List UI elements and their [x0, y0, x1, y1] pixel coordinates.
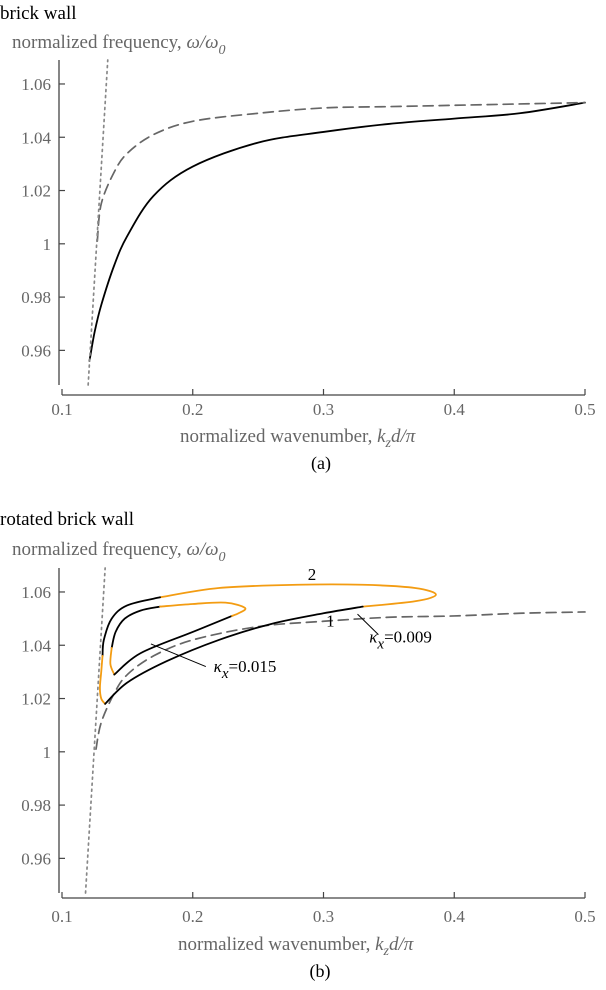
- panel-a-ticks: 0.1 0.2 0.3 0.4 0.5 0.96 0.98 1 1.02 1.04 1.06: [21, 75, 595, 419]
- annotation-label: 1: [326, 612, 335, 631]
- series-solid-6: [110, 605, 161, 649]
- series-dotted-2: [87, 59, 109, 386]
- y-tick-label: 1.06: [21, 75, 51, 94]
- annotation-leader-line: [150, 643, 207, 668]
- y-tick-label: 0.98: [21, 796, 51, 815]
- series-solid-0: [88, 101, 586, 362]
- series-solid-7: [109, 647, 116, 676]
- panel-b-series: [84, 567, 586, 894]
- annotation-leader-line: [357, 613, 379, 635]
- panel-a-xlabel: normalized wavenumber, kzd/π: [180, 426, 416, 451]
- y-tick-label: 1.04: [21, 128, 51, 147]
- x-tick-label: 0.5: [574, 400, 595, 419]
- panel-b-caption: (b): [310, 961, 331, 982]
- panel-a-caption: (a): [311, 453, 331, 474]
- series-dashed-1: [96, 101, 586, 242]
- panel-b-ylabel: normalized frequency, ω/ω0: [12, 539, 226, 565]
- series-solid-9: [159, 601, 247, 617]
- panel-a-series: [87, 59, 586, 386]
- panel-b: rotated brick wall normalized frequency,…: [0, 509, 596, 982]
- annotation-label: 2: [308, 565, 317, 584]
- annotation-label: κx=0.015: [214, 657, 277, 682]
- panel-a-axes: [58, 60, 585, 396]
- panel-b-annotations: 2 1 κx=0.009 κx=0.015: [150, 565, 432, 682]
- panel-b-title: rotated brick wall: [0, 509, 134, 530]
- panel-b-axes: [58, 568, 585, 899]
- x-tick-label: 0.2: [182, 907, 203, 926]
- series-solid-8: [113, 615, 233, 676]
- y-tick-label: 0.96: [21, 849, 51, 868]
- y-tick-label: 0.98: [21, 288, 51, 307]
- y-tick-label: 1.04: [21, 636, 51, 655]
- series-dotted-1: [84, 567, 106, 894]
- y-tick-label: 0.96: [21, 341, 51, 360]
- y-tick-label: 1.02: [21, 690, 51, 709]
- x-tick-label: 0.4: [444, 400, 466, 419]
- series-dashed-0: [95, 611, 586, 750]
- y-tick-label: 1: [43, 743, 52, 762]
- x-tick-label: 0.2: [182, 400, 203, 419]
- x-tick-label: 0.5: [574, 907, 595, 926]
- x-tick-label: 0.4: [444, 907, 466, 926]
- panel-a-title: brick wall: [0, 3, 77, 24]
- x-tick-label: 0.1: [51, 400, 72, 419]
- panel-b-xlabel: normalized wavenumber, kzd/π: [178, 934, 414, 959]
- annotation-label: κx=0.009: [369, 628, 432, 653]
- x-tick-label: 0.3: [313, 907, 334, 926]
- y-tick-label: 1.02: [21, 182, 51, 201]
- y-tick-label: 1: [43, 235, 52, 254]
- y-tick-label: 1.06: [21, 583, 51, 602]
- x-tick-label: 0.1: [51, 907, 72, 926]
- series-solid-5: [104, 605, 364, 705]
- series-solid-2: [159, 583, 437, 608]
- series-solid-4: [99, 655, 107, 705]
- series-solid-3: [101, 596, 161, 657]
- x-tick-label: 0.3: [313, 400, 334, 419]
- panel-a-ylabel: normalized frequency, ω/ω0: [12, 32, 226, 58]
- panel-a: brick wall normalized frequency, ω/ω0 0.…: [0, 3, 596, 474]
- panel-b-ticks: 0.1 0.2 0.3 0.4 0.5 0.96 0.98 1 1.02 1.04 1.06: [21, 583, 595, 926]
